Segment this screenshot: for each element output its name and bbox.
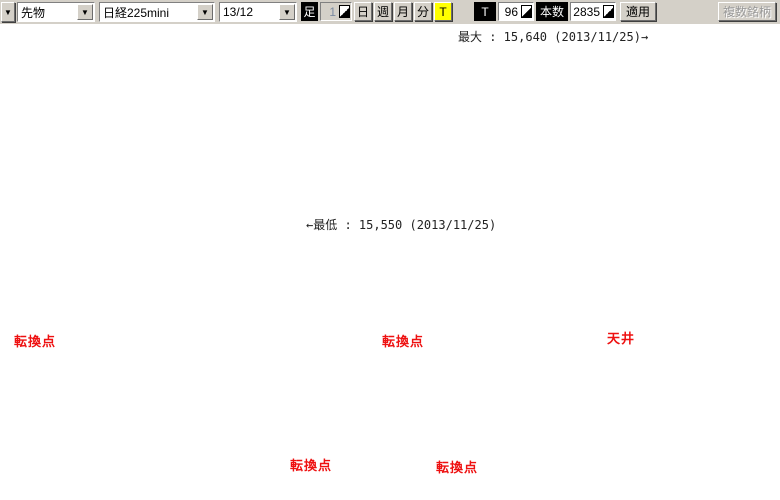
- market-value: 先物: [21, 5, 46, 20]
- period-minute-button[interactable]: 分: [414, 2, 432, 21]
- turning-point-label-1: 転換点: [14, 334, 57, 349]
- ceiling-label: 天井: [607, 331, 636, 346]
- max-annotation: 最大 : 15,640 (2013/11/25)→: [458, 30, 649, 44]
- spinner-icon[interactable]: [603, 5, 614, 18]
- chevron-down-icon[interactable]: ▼: [279, 4, 295, 20]
- multi-symbol-button[interactable]: 複数銘柄: [718, 2, 776, 21]
- chevron-down-icon: ▼: [4, 7, 12, 17]
- chevron-down-icon[interactable]: ▼: [197, 4, 213, 20]
- spinner-icon[interactable]: [339, 5, 350, 18]
- price-chart-svg[interactable]: [0, 24, 780, 500]
- contract-month-combobox[interactable]: 13/12 ▼: [219, 2, 297, 22]
- ashi-label: 足: [301, 2, 318, 21]
- toolbar: ▼ 先物 ▼ 日経225mini ▼ 13/12 ▼ 足 1 日 週 月 分 T…: [0, 0, 780, 24]
- bars-value: 96: [504, 4, 518, 19]
- market-combobox[interactable]: 先物 ▼: [17, 2, 95, 22]
- chart-area: 最大 : 15,640 (2013/11/25)→ ←最低 : 15,550 (…: [0, 24, 780, 500]
- honsu-label: 本数: [536, 2, 568, 21]
- period-day-button[interactable]: 日: [354, 2, 372, 21]
- interval-field[interactable]: 1: [320, 2, 352, 21]
- interval-value: 1: [329, 4, 336, 19]
- turning-point-label-3: 転換点: [290, 458, 333, 473]
- left-combo-arrow-button[interactable]: ▼: [1, 2, 15, 22]
- count-value: 2835: [573, 4, 600, 19]
- period-week-button[interactable]: 週: [374, 2, 392, 21]
- chevron-down-icon[interactable]: ▼: [77, 4, 93, 20]
- contract-value: 13/12: [223, 5, 254, 19]
- tick-toggle-button[interactable]: T: [434, 2, 452, 21]
- period-month-button[interactable]: 月: [394, 2, 412, 21]
- symbol-value: 日経225mini: [103, 5, 170, 20]
- spinner-icon[interactable]: [521, 5, 532, 18]
- min-annotation: ←最低 : 15,550 (2013/11/25): [306, 218, 497, 232]
- symbol-combobox[interactable]: 日経225mini ▼: [99, 2, 215, 22]
- bars-field[interactable]: 96: [498, 2, 534, 21]
- count-field[interactable]: 2835: [570, 2, 616, 21]
- apply-button[interactable]: 適用: [620, 2, 656, 21]
- turning-point-label-4: 転換点: [436, 460, 479, 475]
- turning-point-label-2: 転換点: [382, 334, 425, 349]
- t-label: T: [474, 2, 496, 21]
